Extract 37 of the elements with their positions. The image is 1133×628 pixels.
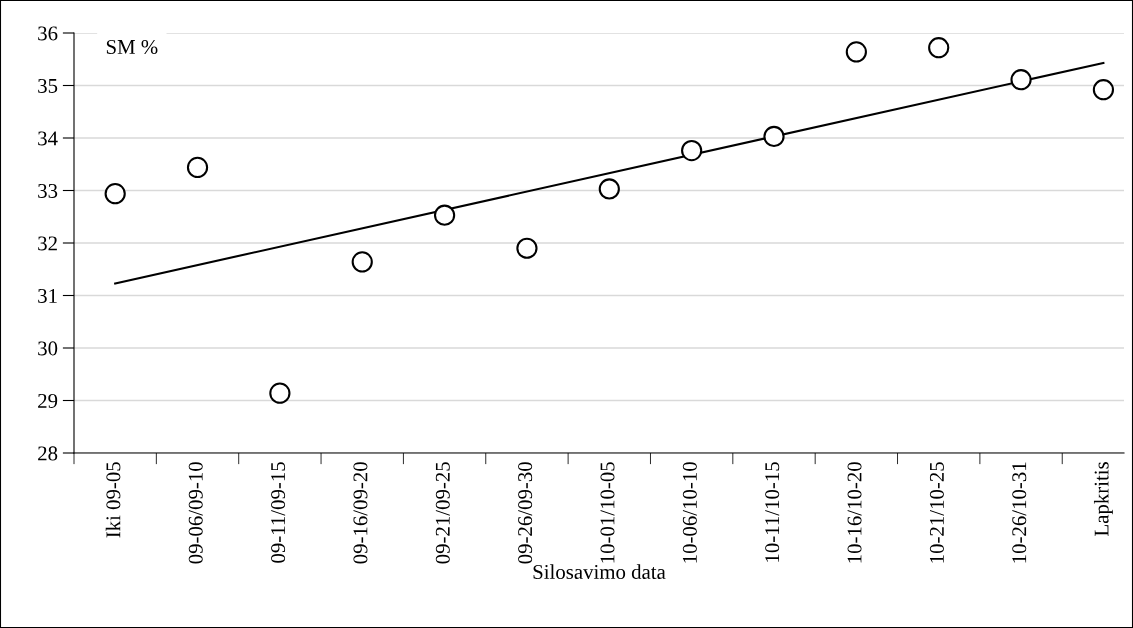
x-tick-label: 10-26/10-31: [1012, 462, 1027, 563]
point: [104, 183, 126, 205]
point: [681, 139, 703, 162]
point: [598, 178, 620, 200]
point: [845, 41, 867, 63]
y-tick-label: 33: [38, 183, 58, 198]
x-tick-label: 09-26/09-30: [518, 462, 533, 564]
x-tick-label: 10-11/10-15: [765, 462, 780, 562]
x-tick-label: Lapkritis: [1093, 462, 1113, 536]
point: [1010, 69, 1032, 91]
y-tick-label: 31: [38, 288, 57, 303]
x-tick-label: 10-21/10-25: [929, 462, 944, 563]
point: [351, 251, 373, 273]
y-tick-label: 34: [38, 131, 58, 146]
point: [269, 382, 291, 404]
y-tick-label: 35: [38, 78, 58, 93]
x-tick-label: 09-06/09-10: [188, 462, 203, 564]
y-tick-label: 36: [38, 26, 58, 41]
y-tick-label: 32: [38, 236, 57, 251]
point: [928, 37, 950, 59]
point: [516, 237, 538, 259]
x-tick-label: 10-06/10-10: [682, 462, 697, 563]
y-axis-title: SM %: [106, 39, 158, 55]
x-tick-label: 10-16/10-20: [847, 462, 862, 563]
point: [1092, 79, 1115, 101]
x-tick-label: 09-21/09-25: [435, 462, 450, 564]
point: [186, 156, 209, 179]
y-tick-label: 30: [38, 341, 58, 356]
x-tick-label: 09-16/09-20: [353, 462, 368, 564]
y-tick-label: 29: [38, 393, 58, 408]
point: [763, 125, 785, 148]
x-tick-label: 10-01/10-05: [600, 462, 615, 563]
y-tick-label: 28: [38, 446, 58, 461]
x-tick-label: Iki 09-05: [105, 462, 121, 538]
point: [433, 204, 456, 226]
x-axis-title: Silosavimo data: [533, 564, 666, 579]
x-tick-label: 09-11/09-15: [271, 462, 286, 563]
